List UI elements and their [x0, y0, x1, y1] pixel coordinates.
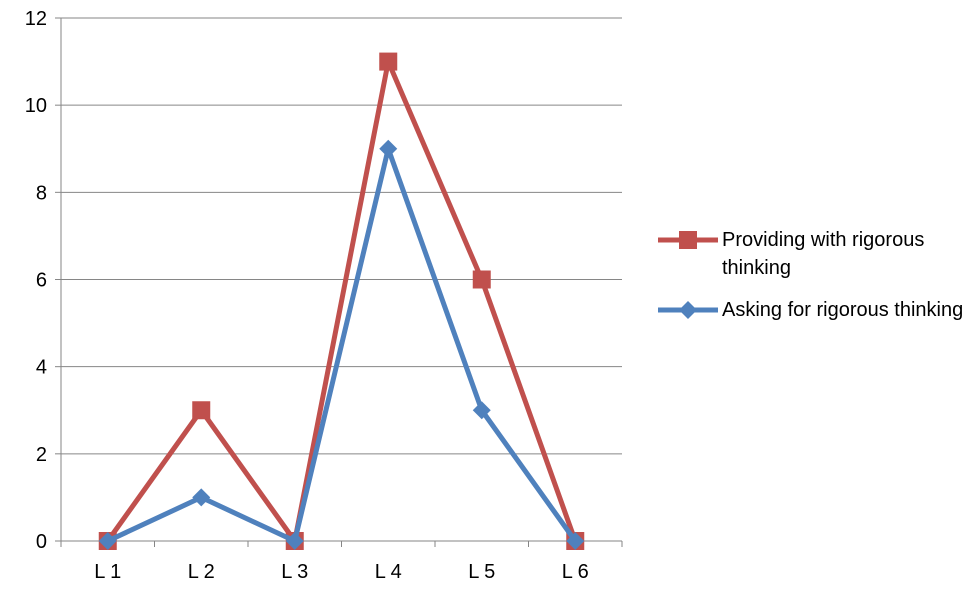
- y-tick-label: 4: [36, 357, 47, 379]
- x-tick-label: L 3: [281, 561, 308, 583]
- data-point-asking: [192, 488, 211, 507]
- legend-label-asking: Asking for rigorous thinking: [722, 299, 964, 321]
- x-tick-label: L 5: [468, 561, 495, 583]
- gridlines: [61, 17, 622, 455]
- x-tick-label: L 1: [94, 561, 121, 583]
- data-point-providing: [472, 270, 491, 289]
- series-layer: [98, 52, 585, 550]
- legend-item-providing: Providing with rigorous thinking: [658, 226, 970, 282]
- data-point-asking: [285, 532, 304, 550]
- y-tick-label: 0: [36, 531, 47, 553]
- y-tick-label: 10: [25, 95, 47, 117]
- y-axis-ticks: 0 2 4 6 8 10 12: [25, 8, 61, 553]
- legend-swatch-square-icon: [658, 231, 718, 249]
- y-tick-label: 8: [36, 182, 47, 204]
- legend-label-providing: Providing with rigorous thinking: [722, 229, 925, 279]
- y-tick-label: 2: [36, 444, 47, 466]
- data-point-asking: [98, 532, 117, 550]
- x-axis-ticks: L 1 L 2 L 3 L 4 L 5 L 6: [60, 541, 623, 583]
- data-point-providing: [192, 401, 211, 420]
- x-tick-label: L 6: [562, 561, 589, 583]
- data-point-asking: [566, 532, 585, 550]
- data-point-asking: [472, 401, 491, 420]
- series-line-providing: [105, 59, 578, 544]
- legend: Providing with rigorous thinking Asking …: [658, 226, 970, 338]
- legend-swatch-diamond-icon: [658, 301, 718, 319]
- y-tick-label: 6: [36, 270, 47, 292]
- x-tick-label: L 2: [188, 561, 215, 583]
- series-line-asking: [106, 146, 578, 544]
- y-tick-label: 12: [25, 8, 47, 30]
- data-point-providing: [379, 52, 398, 71]
- x-tick-label: L 4: [375, 561, 402, 583]
- legend-item-asking: Asking for rigorous thinking: [658, 296, 970, 324]
- data-point-asking: [379, 139, 398, 158]
